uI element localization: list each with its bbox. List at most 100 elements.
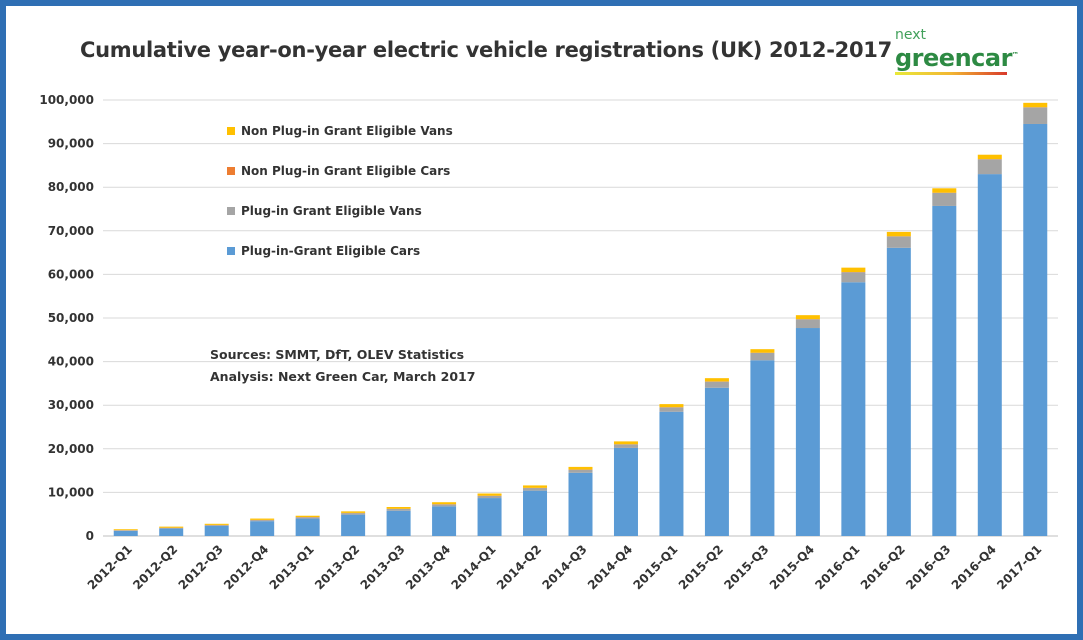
x-tick-label: 2014-Q2 [494, 542, 544, 592]
bar-segment [932, 192, 957, 206]
x-tick-label: 2015-Q2 [676, 542, 726, 592]
y-tick-label: 70,000 [48, 224, 94, 238]
logo-next-text: next [895, 27, 927, 43]
legend-swatch [227, 127, 235, 135]
legend-label: Non Plug-in Grant Eligible Cars [241, 164, 450, 178]
y-tick-label: 50,000 [48, 311, 94, 325]
x-tick-label: 2016-Q4 [949, 542, 999, 592]
bar-segment [386, 510, 411, 536]
bar-segment [750, 349, 775, 353]
bar-segment [568, 472, 593, 536]
bar-segment [795, 319, 820, 329]
sources-note: Sources: SMMT, DfT, OLEV Statistics [210, 347, 464, 362]
bar-segment [523, 488, 548, 491]
y-tick-label: 30,000 [48, 398, 94, 412]
legend-swatch [227, 167, 235, 175]
y-axis: 0 10,000 20,000 30,000 40,000 50,000 60,000 70,… [39, 93, 94, 543]
bar-segment [841, 272, 866, 283]
x-tick-label: 2014-Q4 [585, 542, 635, 592]
x-tick-label: 2016-Q1 [812, 542, 862, 592]
x-tick-label: 2013-Q2 [312, 542, 362, 592]
bar-segment [432, 502, 457, 505]
legend-swatch [227, 207, 235, 215]
bar-segment [841, 267, 866, 273]
bar-segment [704, 381, 729, 388]
x-tick-label: 2013-Q1 [267, 542, 317, 592]
bar-segment [477, 495, 502, 499]
bar-segment [113, 529, 138, 531]
bar-segment [613, 444, 638, 448]
y-tick-label: 10,000 [48, 485, 94, 499]
bar-segment [341, 511, 366, 513]
bar-segment [977, 159, 1002, 175]
chart-title: Cumulative year-on-year electric vehicle… [80, 38, 892, 62]
y-tick-label: 90,000 [48, 137, 94, 151]
bar-segment [613, 441, 638, 445]
bar-segment [568, 469, 593, 473]
bar-segment [932, 205, 957, 536]
bar-segment [704, 378, 729, 382]
bar-segment [386, 508, 411, 511]
legend: Non Plug-in Grant Eligible Vans Non Plug-… [227, 124, 453, 258]
bar-segment [250, 518, 275, 520]
legend-label: Plug-in Grant Eligible Vans [241, 204, 422, 218]
bar-segment [977, 174, 1002, 536]
analysis-note: Analysis: Next Green Car, March 2017 [210, 369, 475, 384]
bar-segment [386, 507, 411, 509]
y-tick-label: 0 [86, 529, 94, 543]
bar-segment [795, 315, 820, 320]
x-tick-label: 2015-Q1 [630, 542, 680, 592]
x-tick-label: 2017-Q1 [994, 542, 1044, 592]
y-tick-label: 60,000 [48, 267, 94, 281]
y-tick-label: 100,000 [39, 93, 94, 107]
bar-segment [204, 525, 229, 526]
bar-segment [477, 493, 502, 496]
legend-label: Plug-in-Grant Eligible Cars [241, 244, 420, 258]
y-tick-label: 20,000 [48, 442, 94, 456]
bars [113, 102, 1048, 536]
bar-segment [659, 407, 684, 412]
x-tick-label: 2014-Q3 [539, 542, 589, 592]
x-tick-label: 2016-Q2 [858, 542, 908, 592]
x-tick-label: 2015-Q3 [721, 542, 771, 592]
bar-segment [250, 521, 275, 536]
x-tick-label: 2013-Q4 [403, 542, 453, 592]
bar-segment [795, 328, 820, 536]
bar-segment [886, 247, 911, 536]
x-tick-label: 2012-Q3 [176, 542, 226, 592]
bar-segment [295, 518, 320, 536]
legend-label: Non Plug-in Grant Eligible Vans [241, 124, 453, 138]
bar-segment [750, 352, 775, 361]
logo-color-bar [895, 72, 1007, 75]
bar-segment [204, 523, 229, 525]
bar-segment [341, 513, 366, 515]
bar-segment [113, 530, 138, 536]
bar-segment [1023, 102, 1048, 108]
x-tick-label: 2016-Q3 [903, 542, 953, 592]
x-tick-label: 2012-Q4 [221, 542, 271, 592]
bar-segment [523, 490, 548, 536]
bar-segment [250, 520, 275, 522]
bar-segment [341, 514, 366, 536]
bar-segment [886, 231, 911, 237]
bar-segment [159, 527, 184, 529]
bar-segment [704, 387, 729, 536]
bar-segment [432, 504, 457, 507]
bar-segment [159, 526, 184, 528]
logo-greencar-text: greencar™ [895, 44, 1019, 72]
bar-segment [204, 525, 229, 536]
next-greencar-logo: next greencar™ [895, 27, 1019, 75]
bar-segment [613, 447, 638, 536]
bar-segment [750, 360, 775, 536]
y-tick-label: 80,000 [48, 180, 94, 194]
bar-segment [841, 282, 866, 536]
bar-segment [295, 515, 320, 518]
bar-segment [568, 466, 593, 470]
bar-segment [886, 236, 911, 248]
x-tick-label: 2012-Q1 [85, 542, 135, 592]
x-axis: 2012-Q12012-Q22012-Q32012-Q42013-Q12013-… [85, 542, 1045, 592]
bar-segment [659, 411, 684, 536]
x-tick-label: 2012-Q2 [130, 542, 180, 592]
bar-segment [1023, 107, 1048, 124]
